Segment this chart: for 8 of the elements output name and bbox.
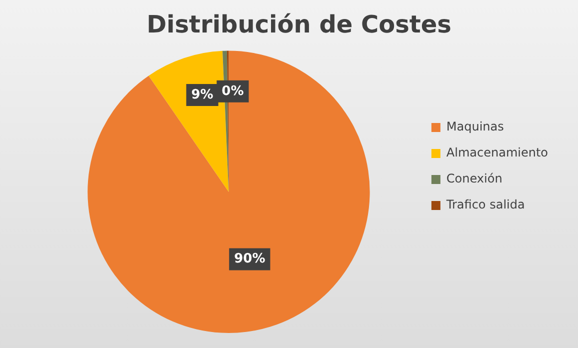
legend-label: Maquinas (446, 120, 504, 134)
data-label: 9% (191, 87, 214, 102)
data-label: 90% (234, 252, 266, 267)
data-label: 0% (222, 84, 244, 99)
chart-title: Distribución de Costes (146, 10, 452, 39)
legend-label: Almacenamiento (446, 146, 548, 160)
legend-label: Trafico salida (445, 198, 525, 212)
legend-label: Conexión (446, 172, 502, 186)
